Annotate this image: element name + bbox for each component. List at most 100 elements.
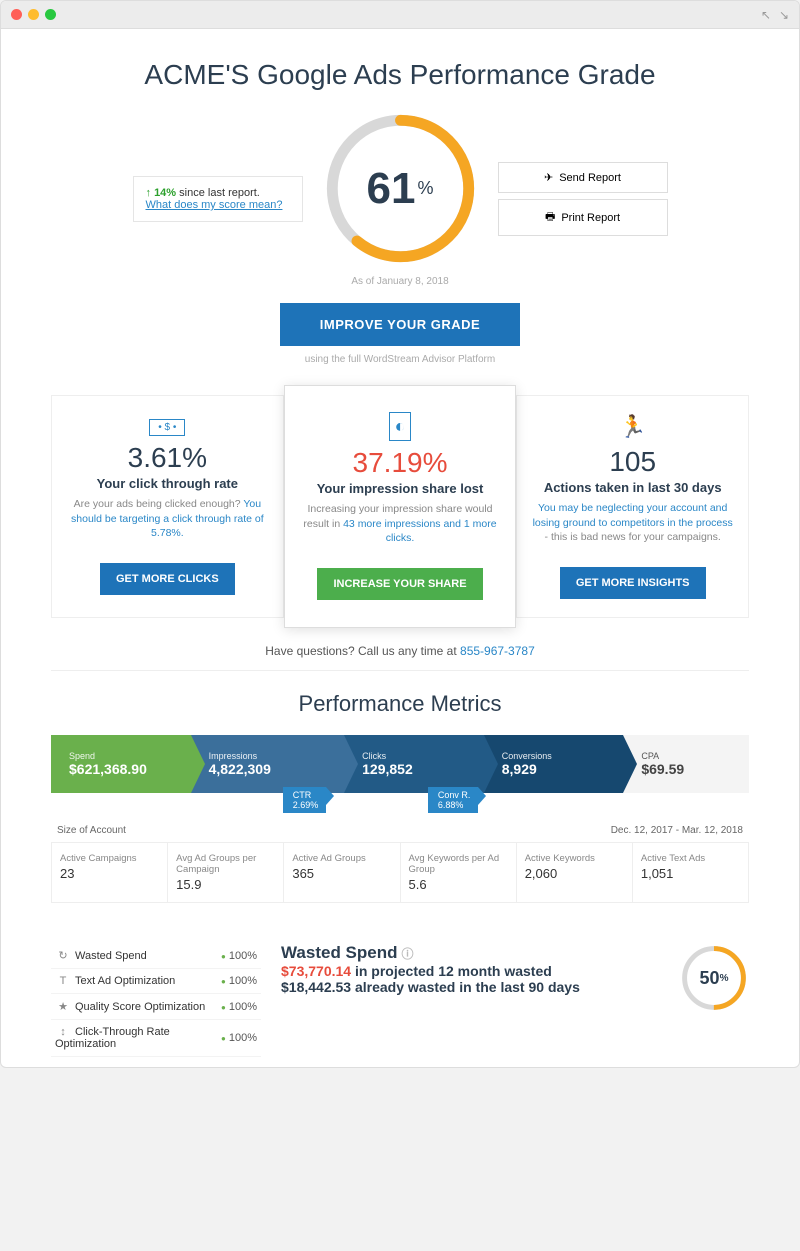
- send-report-label: Send Report: [559, 172, 621, 184]
- optimization-list: ↻Wasted Spend●100%TText Ad Optimization●…: [51, 943, 261, 1057]
- row-label: Quality Score Optimization: [75, 1001, 205, 1013]
- funnel-label: Impressions: [209, 751, 333, 761]
- zoom-dot[interactable]: [45, 9, 56, 20]
- delta-text: since last report.: [179, 187, 260, 199]
- account-cell: Avg Ad Groups per Campaign 15.9: [168, 843, 284, 902]
- wasted-spend-section: Wasted Spend ⓘ $73,770.14 in projected 1…: [281, 943, 659, 995]
- cta-subtext: using the full WordStream Advisor Platfo…: [51, 354, 749, 365]
- card-action-button[interactable]: GET MORE INSIGHTS: [560, 567, 706, 599]
- as-of-text: As of January 8, 2018: [351, 276, 448, 287]
- score-suffix: %: [417, 178, 433, 199]
- funnel-value: 4,822,309: [209, 761, 333, 777]
- card-big-value: 105: [531, 446, 734, 478]
- wasted-amount: $73,770.14: [281, 963, 351, 979]
- card-subtitle: Your impression share lost: [299, 481, 502, 496]
- funnel-chart: Spend$621,368.90Impressions4,822,309CTR2…: [51, 735, 749, 793]
- row-pct: 100%: [229, 1001, 257, 1013]
- row-pct: 100%: [229, 950, 257, 962]
- row-label: Click-Through Rate Optimization: [55, 1026, 170, 1050]
- card-icon: ◐: [299, 412, 502, 441]
- questions-line: Have questions? Call us any time at 855-…: [51, 644, 749, 658]
- card-icon: • $ •: [66, 414, 269, 436]
- account-label: Avg Ad Groups per Campaign: [176, 853, 275, 875]
- divider: [51, 670, 749, 671]
- minimize-dot[interactable]: [28, 9, 39, 20]
- row-label: Wasted Spend: [75, 950, 147, 962]
- card-big-value: 3.61%: [66, 442, 269, 474]
- funnel-value: 8,929: [502, 761, 612, 777]
- account-label: Active Campaigns: [60, 853, 159, 864]
- window-resize-icons: ↖ ↘: [761, 8, 789, 22]
- optimization-row[interactable]: ★Quality Score Optimization●100%: [51, 994, 261, 1020]
- phone-link[interactable]: 855-967-3787: [460, 644, 535, 658]
- metrics-title: Performance Metrics: [51, 691, 749, 717]
- card-subtitle: Your click through rate: [66, 476, 269, 491]
- account-grid: Active Campaigns 23 Avg Ad Groups per Camp…: [51, 842, 749, 903]
- funnel-segment: Impressions4,822,309CTR2.69%: [191, 735, 345, 793]
- paper-plane-icon: ✈: [544, 171, 553, 184]
- card-action-button[interactable]: GET MORE CLICKS: [100, 563, 235, 595]
- row-pct: 100%: [229, 1032, 257, 1044]
- row-icon: ★: [55, 1000, 71, 1013]
- wasted-line1-rest: in projected 12 month wasted: [351, 963, 552, 979]
- metric-cards-row: • $ • 3.61% Your click through rate Are you…: [51, 395, 749, 618]
- card-action-button[interactable]: INCREASE YOUR SHARE: [317, 568, 482, 600]
- funnel-label: Conversions: [502, 751, 612, 761]
- card-big-value: 37.19%: [299, 447, 502, 479]
- score-gauge: 61%: [323, 111, 478, 266]
- close-dot[interactable]: [11, 9, 22, 20]
- row-icon: ↕: [55, 1026, 71, 1038]
- funnel-segment: Spend$621,368.90: [51, 735, 191, 793]
- account-cell: Active Keywords 2,060: [517, 843, 633, 902]
- funnel-subtag: CTR2.69%: [283, 787, 327, 813]
- account-value: 23: [60, 866, 159, 881]
- account-cell: Active Text Ads 1,051: [633, 843, 748, 902]
- score-value: 61: [367, 164, 416, 214]
- optimization-row[interactable]: ↕Click-Through Rate Optimization ●100%: [51, 1020, 261, 1057]
- wasted-gauge: 50%: [679, 943, 749, 1013]
- account-cell: Avg Keywords per Ad Group5.6: [401, 843, 517, 902]
- titlebar: ↖ ↘: [1, 1, 799, 29]
- account-label: Avg Keywords per Ad Group: [409, 853, 508, 875]
- card-description: Are your ads being clicked enough? You s…: [66, 497, 269, 549]
- send-report-button[interactable]: ✈ Send Report: [498, 162, 668, 193]
- improve-grade-button[interactable]: IMPROVE YOUR GRADE: [280, 303, 520, 346]
- arrow-down-right-icon: ↘: [779, 8, 789, 22]
- optimization-row[interactable]: TText Ad Optimization●100%: [51, 969, 261, 994]
- status-dot-icon: ●: [221, 1034, 226, 1043]
- account-size-label: Size of Account: [57, 825, 126, 836]
- info-icon[interactable]: ⓘ: [402, 945, 414, 962]
- row-icon: ↻: [55, 949, 71, 962]
- score-delta-box: ↑ 14% since last report. What does my sc…: [133, 176, 303, 222]
- app-window: ↖ ↘ ACME'S Google Ads Performance Grade …: [0, 0, 800, 1068]
- account-label: Active Keywords: [525, 853, 624, 864]
- metric-card: • $ • 3.61% Your click through rate Are you…: [51, 395, 284, 618]
- funnel-label: Clicks: [362, 751, 472, 761]
- wasted-gauge-value: 50: [700, 968, 720, 989]
- account-label: Active Text Ads: [641, 853, 740, 864]
- account-cell: Active Campaigns 23: [52, 843, 168, 902]
- optimization-row[interactable]: ↻Wasted Spend●100%: [51, 943, 261, 969]
- account-label: Active Ad Groups: [292, 853, 391, 864]
- funnel-subtag: Conv R.6.88%: [428, 787, 479, 813]
- row-label: Text Ad Optimization: [75, 975, 175, 987]
- metric-card: ◐ 37.19% Your impression share lost Increas…: [284, 385, 517, 628]
- account-value: 1,051: [641, 866, 740, 881]
- funnel-segment: CPA$69.59: [623, 735, 749, 793]
- print-report-label: Print Report: [561, 212, 620, 224]
- delta-value: 14%: [154, 187, 176, 199]
- metric-card: 🏃105Actions taken in last 30 daysYou may…: [516, 395, 749, 618]
- card-description: You may be neglecting your account and l…: [531, 501, 734, 553]
- wasted-title: Wasted Spend: [281, 943, 398, 963]
- account-value: 15.9: [176, 877, 275, 892]
- funnel-value: $621,368.90: [69, 761, 179, 777]
- status-dot-icon: ●: [221, 977, 226, 986]
- arrow-up-left-icon: ↖: [761, 8, 771, 22]
- account-value: 2,060: [525, 866, 624, 881]
- score-meaning-link[interactable]: What does my score mean?: [146, 199, 283, 211]
- wasted-line2-amount: $18,442.53: [281, 979, 351, 995]
- window-controls: [11, 9, 56, 20]
- card-description: Increasing your impression share would r…: [299, 502, 502, 554]
- print-report-button[interactable]: 🖶 Print Report: [498, 199, 668, 236]
- date-range: Dec. 12, 2017 - Mar. 12, 2018: [611, 825, 743, 836]
